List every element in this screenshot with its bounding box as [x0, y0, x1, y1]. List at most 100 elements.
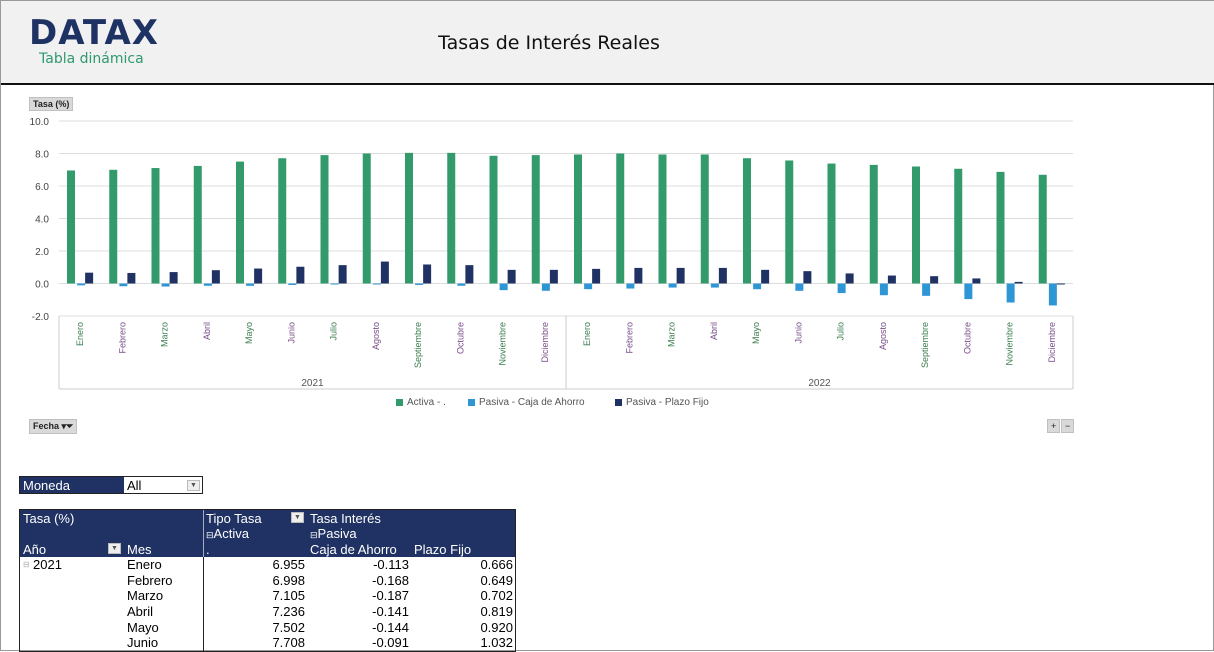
- caja-cell: -0.141: [372, 604, 409, 620]
- tipo-tasa-dropdown-icon[interactable]: ▼: [291, 512, 304, 523]
- page-title: Tasas de Interés Reales: [438, 32, 660, 54]
- collapse-icon[interactable]: ⊟: [23, 560, 30, 569]
- bar-activa: [320, 155, 329, 284]
- mes-cell: Marzo: [127, 588, 164, 604]
- legend-plazo: Pasiva - Plazo Fijo: [615, 397, 709, 408]
- bar-caja: [541, 283, 550, 291]
- bar-activa: [658, 154, 667, 284]
- activa-cell: 7.236: [272, 604, 305, 620]
- tipo-tasa-label: Tipo Tasa: [206, 511, 262, 526]
- y-tick-label: 10.0: [30, 117, 50, 128]
- bar-caja: [710, 283, 719, 288]
- bar-plazo: [676, 267, 685, 284]
- bar-caja: [1006, 283, 1015, 303]
- bar-activa: [574, 154, 582, 284]
- bar-caja: [161, 283, 170, 287]
- logo-subtitle: Tabla dinámica: [39, 51, 144, 67]
- legend-label: Pasiva - Plazo Fijo: [626, 397, 709, 408]
- activa-cell: 7.708: [272, 635, 305, 651]
- legend-caja: Pasiva - Caja de Ahorro: [468, 397, 585, 408]
- bar-caja: [372, 283, 381, 285]
- bar-activa: [996, 171, 1005, 284]
- bar-plazo: [127, 272, 136, 284]
- dropdown-arrow-icon[interactable]: ▼: [187, 480, 200, 491]
- ano-label: Año: [23, 542, 47, 557]
- bar-plazo: [169, 272, 178, 284]
- bar-caja: [457, 283, 466, 286]
- bar-plazo: [634, 267, 643, 284]
- datax-logo: DATAX: [29, 13, 159, 53]
- bar-plazo: [85, 272, 94, 284]
- x-tick-label: Julio: [329, 322, 339, 341]
- x-group-label: 2021: [301, 378, 324, 389]
- x-tick-label: Noviembre: [498, 322, 508, 366]
- x-tick-label: Septiembre: [920, 322, 930, 368]
- bar-plazo: [592, 268, 601, 284]
- x-tick-label: Enero: [75, 322, 85, 346]
- bar-plazo: [423, 264, 432, 284]
- bar-caja: [584, 283, 593, 290]
- bar-activa: [785, 160, 794, 284]
- x-tick-label: Noviembre: [1005, 322, 1015, 366]
- mes-cell: Mayo: [127, 619, 159, 635]
- x-tick-label: Agosto: [371, 322, 381, 350]
- x-tick-label: Agosto: [878, 322, 888, 350]
- bar-caja: [415, 283, 424, 285]
- fecha-filter-button[interactable]: Fecha ▾⏷: [29, 419, 78, 434]
- bar-activa: [869, 164, 878, 284]
- bar-activa: [67, 170, 75, 284]
- bar-activa: [827, 163, 836, 284]
- bar-chart: 10.0 8.0 6.0 4.0 2.0 0.0 -2.0 Enero Febrero Marzo…: [30, 117, 1074, 390]
- bar-plazo: [549, 269, 558, 284]
- bar-caja: [246, 283, 255, 286]
- y-tick-label: 8.0: [35, 150, 49, 161]
- bar-activa: [278, 158, 287, 284]
- x-tick-label: Octubre: [962, 322, 972, 354]
- collapse-button[interactable]: −: [1061, 419, 1075, 433]
- corner-label: Tasa (%): [23, 511, 75, 526]
- value-field-button[interactable]: Tasa (%): [29, 97, 74, 111]
- plazo-cell: 0.819: [480, 604, 513, 620]
- bar-plazo: [211, 270, 220, 284]
- mes-cell: Febrero: [127, 572, 173, 588]
- table-row: ⊟ 2021 Enero 6.955 -0.113 0.666: [20, 557, 515, 573]
- bar-caja: [795, 283, 804, 291]
- legend-activa: Activa - .: [396, 397, 446, 408]
- bar-caja: [119, 283, 128, 287]
- y-tick-label: 0.0: [35, 280, 49, 291]
- caja-label: Caja de Ahorro: [310, 542, 397, 557]
- ano-filter-icon[interactable]: ▼: [108, 543, 121, 554]
- bar-activa: [151, 168, 160, 284]
- bar-caja: [668, 283, 677, 288]
- caja-cell: -0.187: [372, 588, 409, 604]
- x-tick-label: Abril: [709, 322, 719, 340]
- mes-cell: Enero: [127, 557, 162, 572]
- y-tick-label: -2.0: [32, 312, 50, 323]
- plazo-cell: 0.666: [480, 557, 513, 572]
- bar-caja: [330, 283, 339, 285]
- bar-plazo: [972, 278, 981, 284]
- activa-cell: 6.955: [272, 557, 305, 572]
- pasiva-header[interactable]: ⊟Pasiva: [310, 526, 357, 541]
- filter-dropdown-icon: ▾⏷: [61, 421, 74, 431]
- x-group-label: 2022: [808, 378, 831, 389]
- bar-activa: [743, 158, 751, 284]
- bar-activa: [489, 155, 498, 284]
- bar-plazo: [930, 276, 939, 284]
- caja-cell: -0.168: [372, 572, 409, 588]
- activa-header[interactable]: ⊟Activa: [206, 526, 249, 541]
- x-tick-label: Octubre: [455, 322, 465, 354]
- table-row: Febrero 6.998 -0.168 0.649: [20, 573, 515, 589]
- moneda-select[interactable]: All ▼: [124, 477, 202, 493]
- bar-activa: [700, 154, 709, 284]
- bar-activa: [236, 161, 244, 284]
- bar-activa: [405, 152, 413, 284]
- table-row: Abril 7.236 -0.141 0.819: [20, 604, 515, 620]
- bar-plazo: [761, 269, 770, 284]
- plazo-cell: 0.702: [480, 588, 513, 604]
- bar-activa: [912, 166, 920, 284]
- mes-cell: Junio: [127, 635, 159, 651]
- table-row: Junio 7.708 -0.091 1.032: [20, 635, 515, 651]
- bar-caja: [922, 283, 931, 296]
- expand-button[interactable]: +: [1047, 419, 1061, 433]
